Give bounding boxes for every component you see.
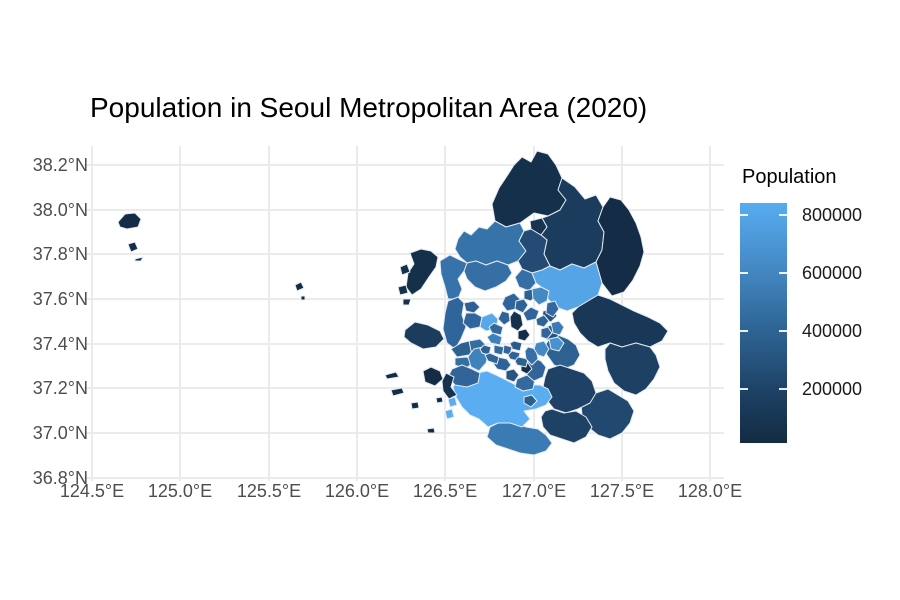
map-region-guro <box>484 352 500 365</box>
map-region-ongjin-islet-b <box>390 387 405 397</box>
map-region-goyang <box>463 260 513 292</box>
map-region-gangdong <box>550 320 565 336</box>
map-region-deokjeokdo <box>422 366 444 387</box>
map-region-jung-seoul <box>517 328 531 342</box>
x-axis-tick-label: 125.0°E <box>147 481 213 501</box>
x-axis-tick-label: 125.5°E <box>236 481 302 501</box>
map-region-ongjin-islet-c <box>410 401 420 410</box>
y-axis-tick-label: 37.6°N <box>32 289 88 309</box>
map-region-daecheongdo <box>127 241 139 253</box>
map-region-hwaseong <box>452 370 553 428</box>
map-region-songpa <box>548 336 565 352</box>
map-region-ongjin-islet-a <box>384 371 400 380</box>
map-region-yangcheon <box>493 344 505 356</box>
map-region-gangbuk <box>514 298 529 314</box>
map-region-soyeonpyeongdo <box>300 295 306 301</box>
map-region-ganghwa-islet-a <box>397 284 409 296</box>
map-region-yeonpyeongdo <box>294 281 305 292</box>
choropleth-map <box>117 150 669 456</box>
x-axis-tick-label: 127.5°E <box>589 481 655 501</box>
map-region-socheongdo <box>134 256 144 262</box>
map-region-osan <box>523 394 538 408</box>
map-region-seocho <box>524 346 539 366</box>
map-region-hwaseong-coast-b <box>444 408 455 420</box>
map-region-gangnam <box>533 340 550 358</box>
y-axis-tick-label: 38.2°N <box>32 155 88 175</box>
map-region-yangpyeong <box>571 294 669 348</box>
map-region-gyeyang <box>463 300 481 314</box>
y-axis-tick-label: 38.0°N <box>32 200 88 220</box>
map-region-gwangjin <box>540 326 553 340</box>
map-region-yeoncheon <box>491 150 567 228</box>
map-region-incheon-seo-gu <box>442 296 467 350</box>
x-axis-tick-label: 126.0°E <box>324 481 390 501</box>
map-region-nowon <box>531 286 550 306</box>
map-region-anseong <box>540 408 593 444</box>
map-region-ongjin-islet-e <box>426 427 436 434</box>
map-region-seongmodo <box>399 263 411 276</box>
map-region-mapo <box>488 322 504 336</box>
map-region-gunpo-uiwang <box>505 368 520 383</box>
map-region-gangseo-seoul <box>486 332 503 346</box>
map-region-paju <box>454 220 527 266</box>
x-axis-tick-label: 128.0°E <box>677 481 743 501</box>
map-region-gapyeong <box>595 196 645 297</box>
x-axis-tick-label: 124.5°E <box>59 481 125 501</box>
y-axis-tick-label: 36.8°N <box>32 468 88 488</box>
map-region-ganghwado <box>405 248 439 296</box>
map-region-seodaemun <box>497 310 511 326</box>
map-region-ongjin-islet-d <box>435 396 444 404</box>
map-region-dongducheon <box>529 217 548 236</box>
y-axis-tick-label: 37.0°N <box>32 423 88 443</box>
map-region-dongdaemun <box>535 314 550 328</box>
x-axis-tick-label: 127.0°E <box>501 481 567 501</box>
map-region-gimpo <box>439 254 468 300</box>
map-region-jungnang <box>545 300 560 318</box>
map-region-yeoju <box>604 342 661 396</box>
x-axis-tick-label: 126.5°E <box>412 481 478 501</box>
map-region-gwangmyeong <box>479 344 492 356</box>
y-axis-tick-label: 37.8°N <box>32 244 88 264</box>
chart-title: Population in Seoul Metropolitan Area (2… <box>90 92 648 123</box>
map-region-seongbuk <box>522 306 540 322</box>
map-region-yeongjongdo <box>403 321 445 350</box>
map-region-daebudo <box>441 372 458 400</box>
y-axis-tick-label: 37.2°N <box>32 378 88 398</box>
map-region-ganghwa-islet-b <box>402 298 412 306</box>
y-axis-tick-label: 37.4°N <box>32 334 88 354</box>
map-region-jongno <box>509 310 524 332</box>
map-region-baengnyeongdo <box>117 212 142 230</box>
